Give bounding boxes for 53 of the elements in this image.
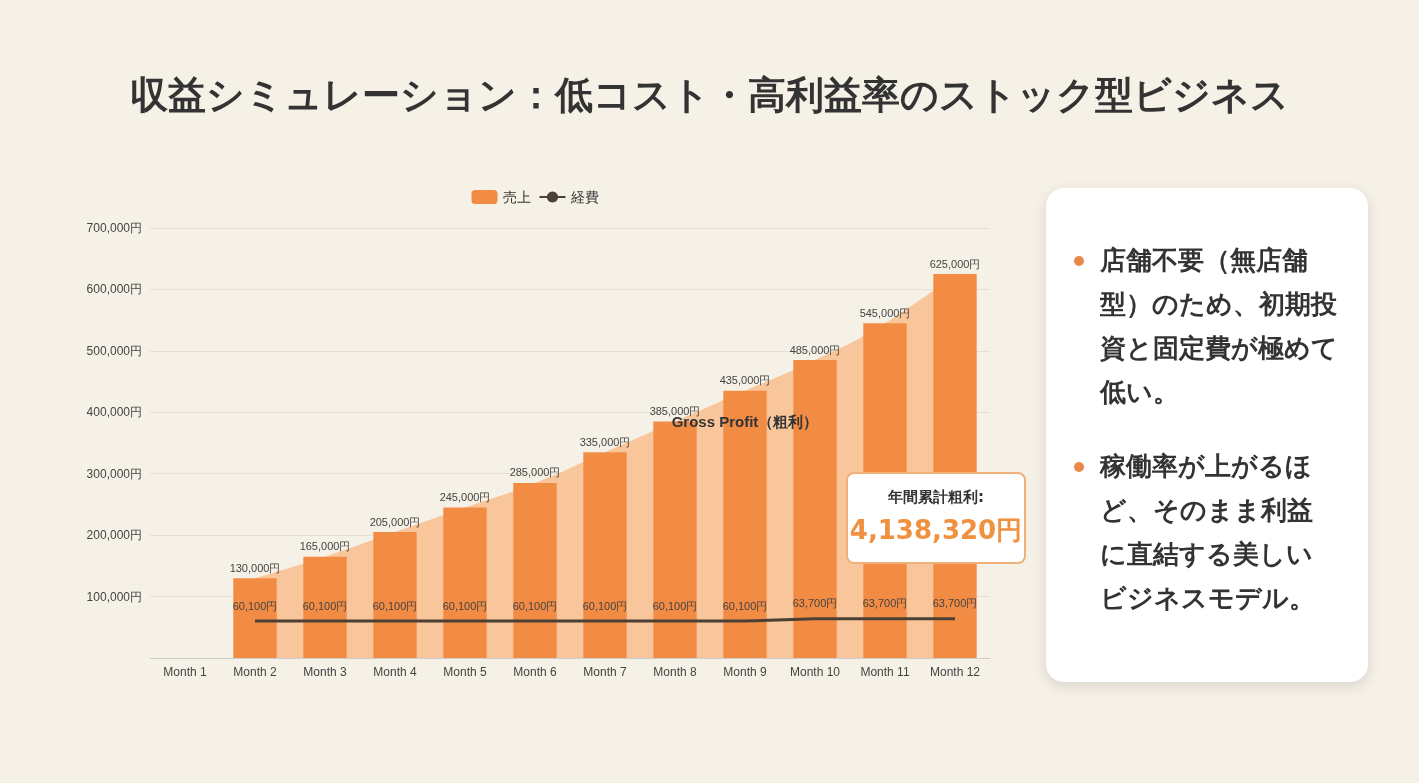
bar [443, 507, 487, 658]
x-tick-label: Month 9 [723, 665, 768, 679]
x-tick-label: Month 1 [163, 665, 208, 679]
data-label: 625,000円 [929, 257, 981, 270]
bar [583, 452, 627, 658]
legend-label: 売上 [502, 189, 531, 205]
data-label: 165,000円 [299, 540, 351, 553]
y-tick-label: 400,000円 [86, 405, 142, 420]
data-label: 130,000円 [229, 561, 281, 574]
data-label: 545,000円 [859, 306, 911, 319]
data-label: 205,000円 [369, 515, 421, 528]
data-label: 60,100円 [582, 599, 628, 612]
data-label: 63,700円 [792, 597, 838, 610]
y-tick-label: 600,000円 [86, 282, 142, 297]
data-label: 63,700円 [862, 597, 908, 610]
data-label: 485,000円 [789, 343, 841, 356]
y-tick-label: 200,000円 [86, 528, 142, 543]
y-tick-label: 700,000円 [86, 221, 142, 235]
data-label: 285,000円 [509, 466, 561, 479]
text: 稼働率が上がるほど、そのまま利益に直結する美しいビジネスモデル。 [1100, 450, 1316, 615]
legend-label: 経費 [569, 189, 599, 205]
bar [513, 482, 557, 658]
y-tick-label: 500,000円 [86, 343, 142, 358]
data-label: 60,100円 [512, 599, 558, 612]
x-tick-label: Month 3 [303, 665, 348, 679]
data-label: 60,100円 [232, 599, 278, 612]
x-tick-label: Month 5 [443, 665, 488, 679]
x-tick-label: Month 7 [583, 665, 628, 679]
bar [233, 578, 277, 658]
x-tick-label: Month 6 [513, 665, 558, 679]
data-label: 60,100円 [442, 599, 488, 612]
y-tick-label: 300,000円 [86, 466, 142, 481]
bar [373, 532, 417, 658]
y-tick-label: 100,000円 [86, 589, 142, 604]
x-tick-label: Month 4 [373, 665, 418, 679]
chart-title: 収益シミュレーション：低コスト・高利益率のストック型ビジネス [129, 72, 1290, 119]
x-tick-label: Month 8 [653, 665, 698, 679]
x-tick-label: Month 2 [233, 665, 278, 679]
annotation: 4,138,320円 [848, 514, 1024, 547]
text: 店舗不要（無店舗型）のため、初期投資と固定費が極めて低い。 [1100, 244, 1338, 409]
data-label: 335,000円 [579, 435, 631, 448]
data-label: 60,100円 [302, 599, 348, 612]
data-label: 60,100円 [722, 599, 768, 612]
annotation: 年間累計粗利: [887, 488, 985, 507]
x-tick-label: Month 12 [929, 665, 981, 679]
x-tick-label: Month 11 [860, 665, 910, 679]
data-label: 60,100円 [652, 599, 698, 612]
data-label: 435,000円 [719, 374, 771, 387]
data-label: 60,100円 [372, 599, 418, 612]
data-label: 245,000円 [439, 491, 491, 503]
x-tick-label: Month 10 [789, 665, 841, 679]
data-label: 63,700円 [932, 597, 978, 610]
bar [303, 556, 347, 658]
